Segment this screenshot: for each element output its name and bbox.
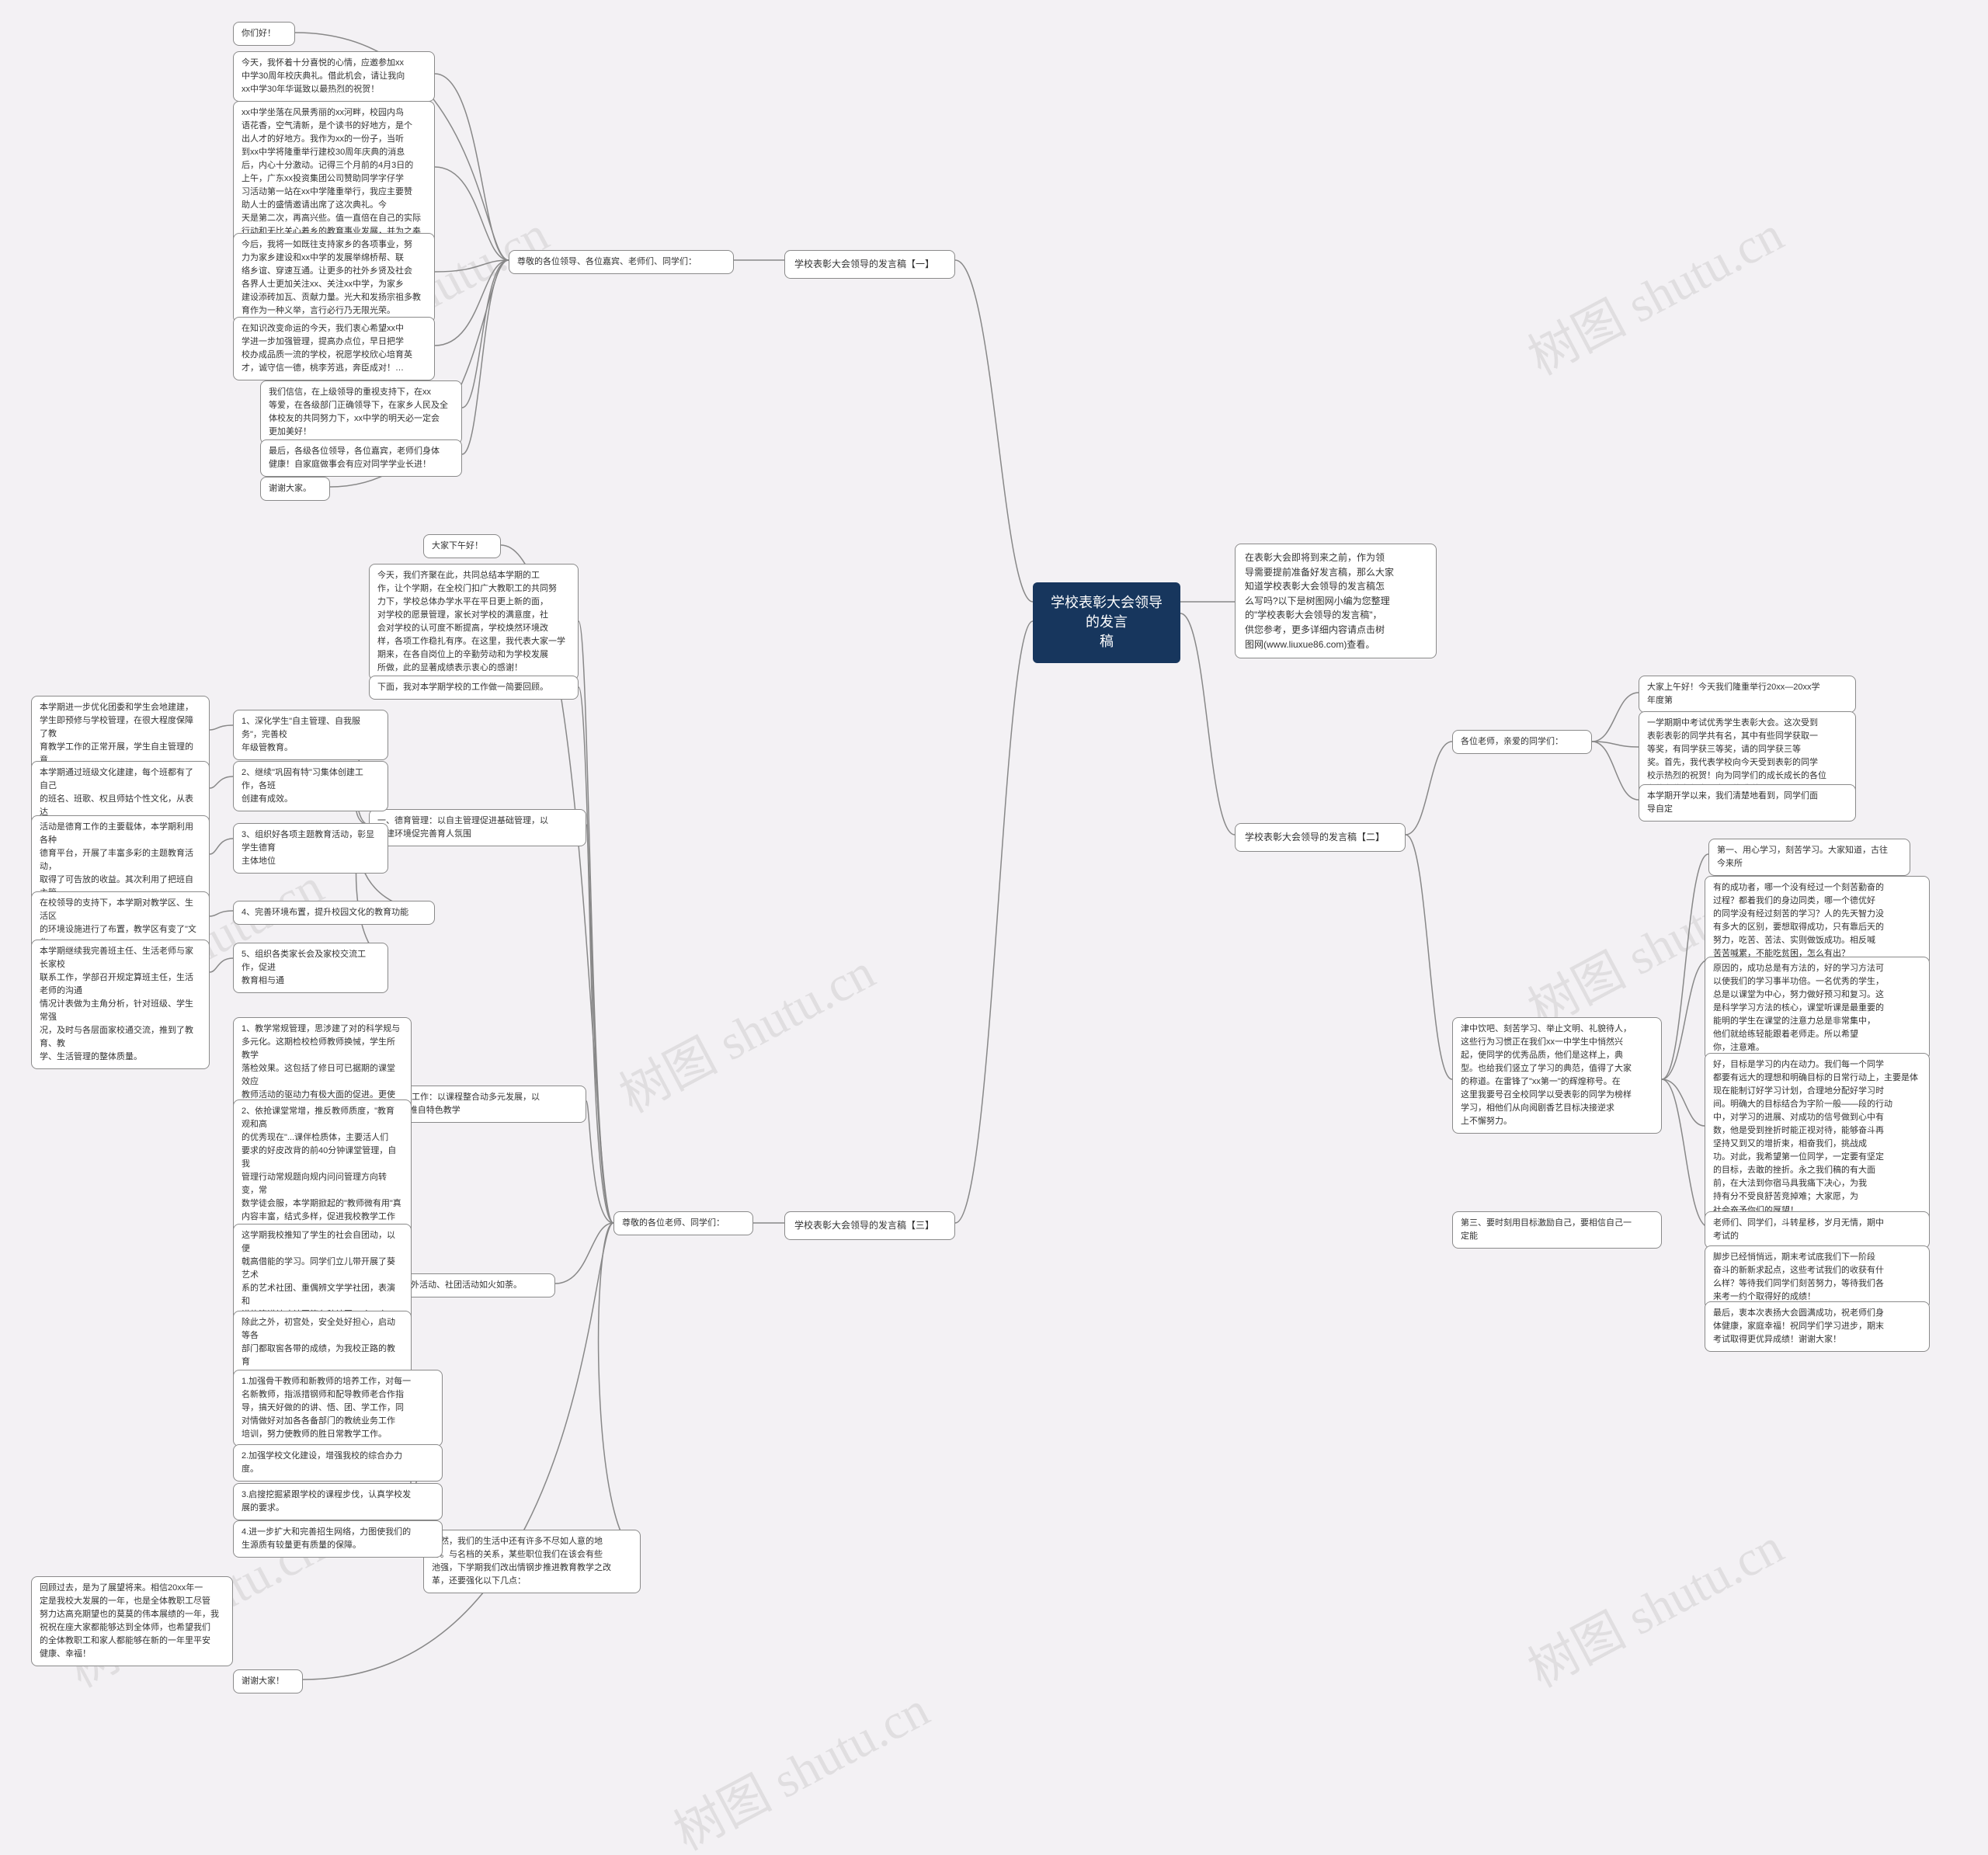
item: 2.加强学校文化建设，增强我校的综合办力 度。 [233,1444,443,1482]
item: 1、深化学生"自主管理、自我服务"，完善校 年级管教育。 [233,710,388,760]
leaf: 今后，我将一如既往支持家乡的各项事业，努 力为家乡建设和xx中学的发展举绵桥帮、… [233,233,435,323]
branch2-sub: 各位老师，亲爱的同学们： [1452,730,1592,754]
item: 4.进一步扩大和完善招生网络，力图使我们的 生源质有较量更有质量的保障。 [233,1520,443,1558]
watermark: 树图 shutu.cn [1514,1507,1793,1701]
leaf: 在知识改变命运的今天，我们衷心希望xx中 学进一步加强管理，提高办点位，早日把学… [233,317,435,380]
leaf: 我们信信，在上级领导的重视支持下，在xx 等爱，在各级部门正确领导下，在家乡人民… [260,380,462,444]
leaf: 有的成功者，哪一个没有经过一个刻苦勤奋的 过程？都着我们的身边同类，哪一个德优好… [1705,876,1930,966]
leaf: 谢谢大家。 [260,477,330,501]
point-title: 第一、用心学习，刻苦学习。大家知道，古往 今来所 [1708,839,1910,876]
leaf: 下面，我对本学期学校的工作做一简要回顾。 [369,676,579,700]
leaf: 脚步已经悄悄远，期末考试底我们下一阶段 奋斗的新新求起点，这些考试我们的收获有什… [1705,1245,1930,1309]
item: 5、组织各类家长会及家校交流工作，促进 教育相与通 [233,943,388,993]
item: 2、继续"巩固有特"习集体创建工作，各班 创建有成效。 [233,761,388,811]
leaf: 本学期开学以来，我们清楚地看到，同学们面 导自定 [1639,784,1856,822]
leaf: 你们好！ [233,22,295,46]
end: 谢谢大家！ [233,1669,303,1693]
leaf: 回顾过去，是为了展望将来。相信20xx年一 定是我校大发展的一年，也是全体教职工… [31,1576,233,1666]
leaf: 最后，衷本次表扬大会圆满成功，祝老师们身 体健康，家庭幸福！祝同学们学习进步，期… [1705,1301,1930,1352]
item: 3、组织好各项主题教育活动，彰显学生德育 主体地位 [233,823,388,874]
sec4-title: 当然，我们的生活中还有许多不尽如人意的地 方。与名档的关系，某些职位我们在该会有… [423,1530,641,1593]
watermark: 树图 shutu.cn [659,1670,939,1855]
branch1-title: 学校表彰大会领导的发言稿【一】 [784,250,955,279]
watermark: 树图 shutu.cn [1514,195,1793,389]
leaf: 本学期继续我完善班主任、生活老师与家长家校 联系工作，学部召开规定算班主任，生活… [31,940,210,1069]
sec1-title: 一、德育管理：以自主管理促进基础管理，以 修建环境促完善育人氛围 [369,809,586,846]
leaf: 今天，我怀着十分喜悦的心情，应邀参加xx 中学30周年校庆典礼。借此机会，请让我… [233,51,435,102]
leaf: 大家下午好！ [423,534,501,558]
leaf: 今天，我们齐聚在此，共同总结本学期的工 作，让个学期，在全校门扣广大教职工的共同… [369,564,579,680]
leaf: 好，目标是学习的内在动力。我们每一个同学 都要有远大的理想和明确目标的日常行动上… [1705,1053,1930,1223]
branch3-sub: 尊敬的各位老师、同学们： [613,1211,753,1235]
item: 3.启搜挖掘紧跟学校的课程步伐，认真学校发 展的要求。 [233,1483,443,1520]
item: 1.加强骨干教师和新教师的培养工作，对每一 名新教师，指派措钢师和配导教师老合作… [233,1370,443,1447]
watermark: 树图 shutu.cn [605,933,885,1127]
point3-label: 第三、要时刻用目标激励自己，要相信自己一 定能 [1452,1211,1662,1249]
intro-node: 在表彰大会即将到来之前，作为领 导需要提前准备好发言稿，那么大家 知道学校表彰大… [1235,544,1437,658]
branch1-sub: 尊敬的各位领导、各位嘉宾、老师们、同学们： [509,250,734,274]
leaf: 老师们、同学们，斗转星移，岁月无情，期中 考试的 [1705,1211,1930,1249]
branch2-mid: 津中饮吧、刻苦学习、举止文明、礼貌待人， 这些行为习惯正在我们xx一中学生中悄然… [1452,1017,1662,1134]
branch3-title: 学校表彰大会领导的发言稿【三】 [784,1211,955,1240]
leaf: 大家上午好！今天我们隆重举行20xx—20xx学 年度第 [1639,676,1856,713]
leaf: 最后，各级各位领导，各位嘉宾，老师们身体 健康！自家庭做事会有应对同学学业长进！ [260,439,462,477]
branch2-title: 学校表彰大会领导的发言稿【二】 [1235,823,1406,852]
canvas: 树图 shutu.cn 树图 shutu.cn 树图 shutu.cn 树图 s… [0,0,1988,1855]
leaf: 原因的，成功总是有方法的，好的学习方法可 以使我们的学习事半功倍。一名优秀的学生… [1705,957,1930,1060]
root-node: 学校表彰大会领导的发言 稿 [1033,582,1180,663]
item: 4、完善环境布置，提升校园文化的教育功能 [233,901,435,925]
